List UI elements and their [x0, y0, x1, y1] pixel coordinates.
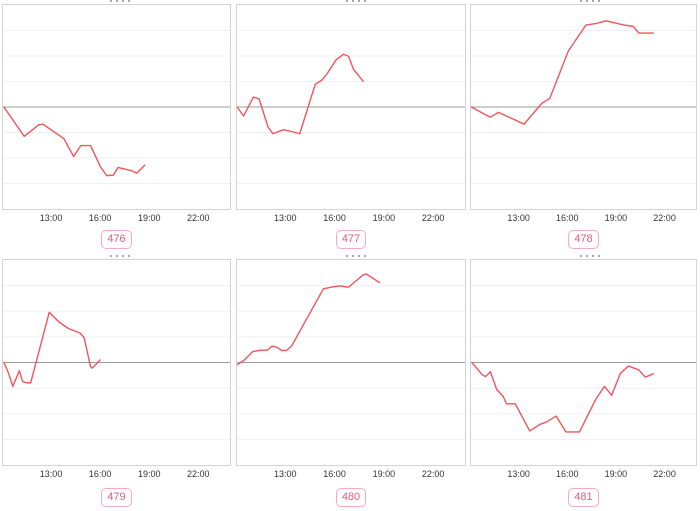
- chart-cell-478: 13:00 16:00 19:00 22:00 478: [470, 4, 697, 250]
- value-badge[interactable]: 480: [335, 488, 367, 508]
- x-tick-label: 22:00: [421, 213, 445, 223]
- x-tick-label: 22:00: [421, 469, 445, 479]
- badge-row: 479: [2, 487, 231, 508]
- sparkline-chart: [236, 4, 466, 210]
- clipped-chart-title-fragment: [580, 255, 602, 257]
- x-tick-label: 13:00: [274, 213, 297, 223]
- x-tick-label: 22:00: [187, 213, 210, 223]
- x-tick-label: 19:00: [372, 469, 396, 479]
- sparkline-chart: [2, 259, 231, 466]
- sparkline-chart: [236, 259, 466, 466]
- x-tick-label: 19:00: [604, 469, 628, 479]
- chart-cell-481: 13:00 16:00 19:00 22:00 481: [470, 259, 697, 508]
- badge-row: 476: [2, 229, 231, 250]
- time-axis: 13:00 16:00 19:00 22:00: [2, 469, 231, 481]
- x-tick-label: 22:00: [187, 469, 210, 479]
- time-axis: 13:00 16:00 19:00 22:00: [2, 213, 231, 225]
- clipped-chart-title-fragment: [346, 0, 368, 2]
- series-line: [471, 361, 655, 433]
- series-line: [3, 106, 146, 177]
- chart-cell-479: 13:00 16:00 19:00 22:00 479: [2, 259, 231, 508]
- badge-row: 481: [470, 487, 697, 508]
- x-tick-label: 13:00: [507, 213, 530, 223]
- chart-cell-476: 13:00 16:00 19:00 22:00 476: [2, 4, 231, 250]
- time-axis: 13:00 16:00 19:00 22:00: [236, 213, 466, 225]
- series-line: [237, 53, 364, 135]
- x-tick-label: 16:00: [88, 213, 112, 223]
- clipped-chart-title-fragment: [580, 0, 602, 2]
- clipped-chart-title-fragment: [110, 255, 132, 257]
- value-badge[interactable]: 476: [101, 230, 132, 250]
- badge-row: 477: [236, 229, 466, 250]
- sparkline-chart: [470, 4, 697, 210]
- x-tick-label: 16:00: [556, 469, 579, 479]
- series-line: [3, 311, 101, 388]
- x-tick-label: 16:00: [88, 469, 112, 479]
- value-badge[interactable]: 481: [568, 488, 599, 508]
- time-axis: 13:00 16:00 19:00 22:00: [470, 213, 697, 225]
- x-tick-label: 13:00: [39, 469, 63, 479]
- x-tick-label: 13:00: [507, 469, 530, 479]
- chart-cell-480: 13:00 16:00 19:00 22:00 480: [236, 259, 466, 508]
- x-tick-label: 19:00: [137, 469, 161, 479]
- x-tick-label: 13:00: [274, 469, 297, 479]
- x-tick-label: 13:00: [39, 213, 63, 223]
- x-tick-label: 19:00: [137, 213, 161, 223]
- chart-cell-477: 13:00 16:00 19:00 22:00 477: [236, 4, 466, 250]
- time-axis: 13:00 16:00 19:00 22:00: [236, 469, 466, 481]
- x-tick-label: 19:00: [372, 213, 396, 223]
- badge-row: 480: [236, 487, 466, 508]
- value-badge[interactable]: 477: [335, 230, 367, 250]
- time-axis: 13:00 16:00 19:00 22:00: [470, 469, 697, 481]
- x-tick-label: 19:00: [604, 213, 628, 223]
- badge-row: 478: [470, 229, 697, 250]
- x-tick-label: 16:00: [556, 213, 579, 223]
- value-badge[interactable]: 479: [101, 488, 132, 508]
- x-tick-label: 16:00: [323, 469, 346, 479]
- x-tick-label: 16:00: [323, 213, 346, 223]
- value-badge[interactable]: 478: [568, 230, 599, 250]
- x-tick-label: 22:00: [653, 469, 676, 479]
- sparkline-chart: [2, 4, 231, 210]
- series-line: [237, 273, 381, 366]
- x-tick-label: 22:00: [653, 213, 676, 223]
- clipped-chart-title-fragment: [110, 0, 132, 2]
- clipped-chart-title-fragment: [346, 255, 368, 257]
- series-line: [471, 20, 655, 125]
- sparkline-chart: [470, 259, 697, 466]
